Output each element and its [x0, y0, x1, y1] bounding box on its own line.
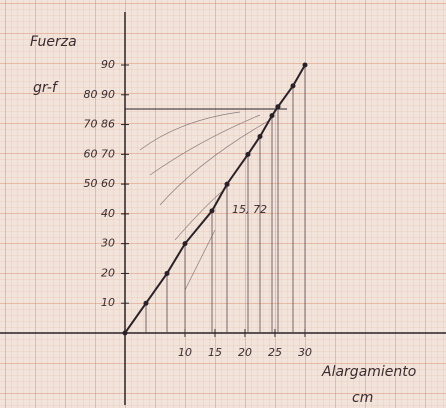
y-tick-label: 20 [101, 266, 115, 279]
x-tick-label: 10 [178, 346, 192, 359]
data-point [246, 152, 251, 157]
data-point [225, 182, 230, 187]
x-tick-label: 30 [298, 346, 312, 359]
y-tick-label: 30 [101, 237, 115, 250]
data-point [303, 63, 308, 68]
graph-paper [0, 0, 446, 408]
y-tick-label: 70 86 [84, 118, 116, 131]
y-tick-label: 50 60 [84, 177, 116, 190]
data-point [276, 104, 281, 109]
x-tick-label: 15 [208, 346, 222, 359]
data-point [270, 113, 275, 118]
y-tick-label: 10 [101, 296, 115, 309]
x-tick-label: 25 [268, 346, 282, 359]
y-title: Fuerza [30, 34, 77, 50]
data-point [123, 331, 128, 336]
data-point [144, 301, 149, 306]
data-point [291, 83, 296, 88]
data-point [183, 241, 188, 246]
data-point [165, 271, 170, 276]
data-point [258, 134, 263, 139]
x-title: Alargamiento [321, 364, 416, 380]
data-point [210, 208, 215, 213]
y-tick-label: 80 90 [84, 88, 116, 101]
y-unit: gr-f [33, 80, 59, 96]
y-tick-label: 60 70 [84, 147, 116, 160]
annotation: 15, 72 [232, 203, 267, 216]
x-unit: cm [352, 390, 373, 406]
x-tick-label: 20 [238, 346, 252, 359]
chart: Fuerza gr-f Alargamiento cm 15, 72 10 20 3… [0, 0, 446, 408]
y-tick-label: 90 [101, 58, 115, 71]
y-tick-label: 40 [101, 207, 115, 220]
